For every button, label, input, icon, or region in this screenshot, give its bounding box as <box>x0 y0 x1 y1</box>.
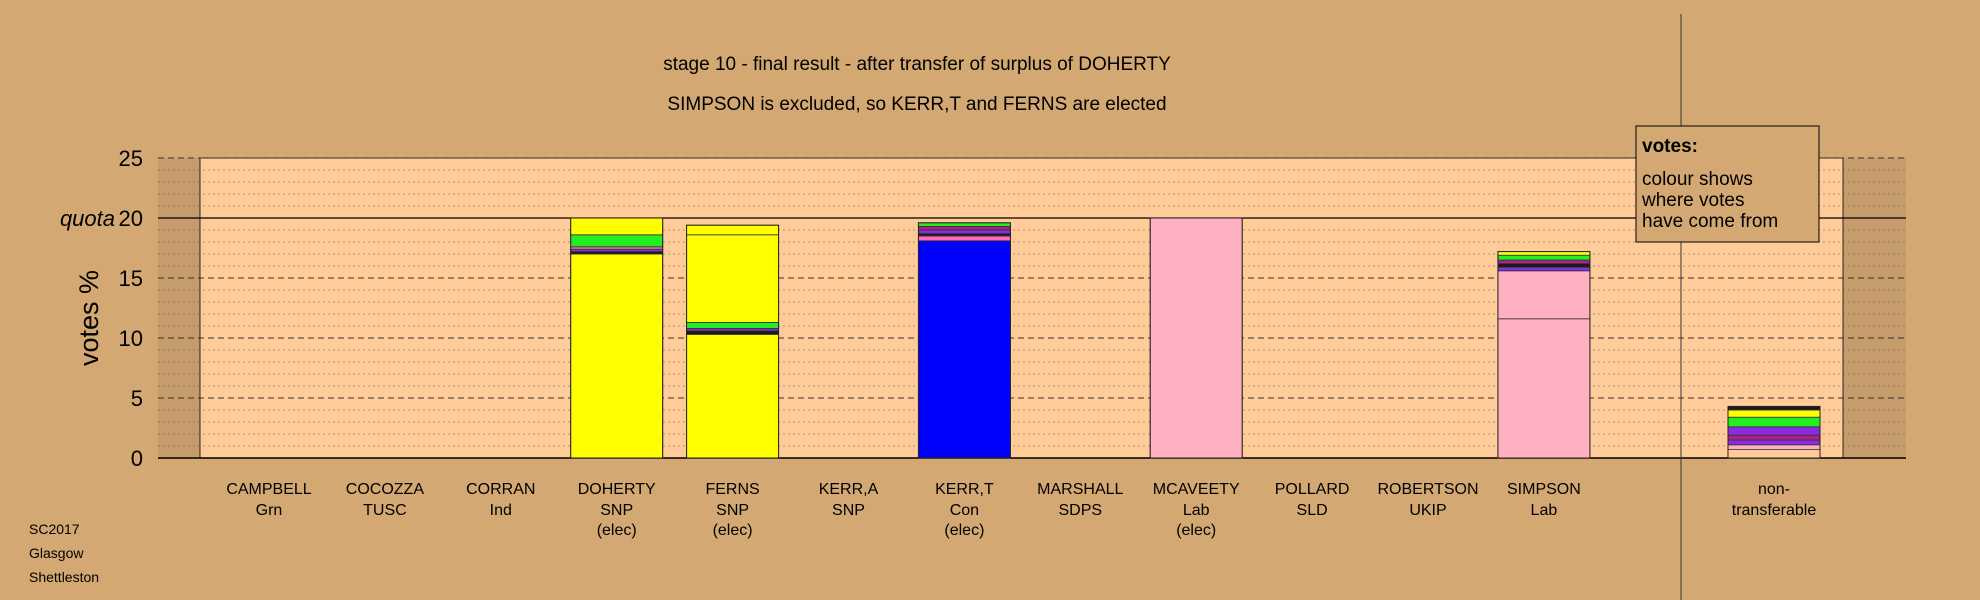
x-label-party: Ind <box>490 502 512 519</box>
legend-title: votes: <box>1642 136 1698 157</box>
bar-simpson-segment <box>1497 251 1591 256</box>
caption-line-1: SC2017 <box>29 521 80 537</box>
legend: votes: colour shows where votes have com… <box>1635 125 1820 243</box>
bar-nontransferable-segment <box>1727 439 1821 446</box>
caption-line-2: Glasgow <box>29 545 84 561</box>
bar-nontransferable-segment <box>1727 426 1821 436</box>
bar-simpson-segment <box>1497 263 1591 268</box>
x-label-name: SIMPSON <box>1507 481 1581 498</box>
x-label-party: UKIP <box>1409 502 1446 519</box>
x-label-name: POLLARD <box>1275 481 1350 498</box>
x-label-nontransferable: non- <box>1758 481 1790 498</box>
y-tick-label: 5 <box>131 386 143 411</box>
x-label-name: COCOZZA <box>346 481 425 498</box>
bar-ferns-segment <box>686 234 779 323</box>
x-label-party: SLD <box>1297 502 1328 519</box>
bar-mcaveety-segment <box>1149 217 1243 459</box>
x-label-name: KERR,A <box>819 481 879 498</box>
bar-nontransferable-outline <box>1727 405 1821 459</box>
x-label-party: Grn <box>256 502 283 519</box>
y-tick-label-quota: quota <box>60 206 115 231</box>
y-tick-label: 20 <box>119 206 143 231</box>
bar-doherty-segment <box>570 234 664 248</box>
bar-ferns-segment <box>686 224 779 236</box>
bar-simpson-segment <box>1497 318 1591 459</box>
y-tick-label: 0 <box>131 446 143 471</box>
bar-nontransferable-segment <box>1727 416 1821 428</box>
x-label-party: SNP <box>832 502 865 519</box>
bar-mcaveety-outline <box>1149 217 1243 459</box>
x-label-nontransferable: transferable <box>1732 502 1817 519</box>
bar-kerrt-segment <box>918 225 1011 231</box>
x-label-party: Con <box>950 502 979 519</box>
x-label-name: CAMPBELL <box>226 481 311 498</box>
bars <box>570 217 1821 459</box>
x-label-status: (elec) <box>597 522 637 539</box>
bar-nontransferable-segment <box>1727 409 1821 418</box>
x-label-name: CORRAN <box>466 481 535 498</box>
bar-ferns-segment <box>686 330 779 335</box>
y-tick-label: 25 <box>119 146 143 171</box>
bar-simpson-outline <box>1497 251 1591 459</box>
bar-nontransferable-segment <box>1727 444 1821 450</box>
x-label-party: TUSC <box>363 502 407 519</box>
legend-box <box>1635 125 1820 243</box>
bar-simpson-segment <box>1497 259 1591 264</box>
bar-nontransferable-segment <box>1727 449 1821 459</box>
bar-kerrt-segment <box>918 222 1011 227</box>
legend-line-1: colour shows <box>1642 169 1753 190</box>
bar-doherty-segment <box>570 217 664 236</box>
bar-simpson-segment <box>1497 266 1591 272</box>
x-label-party: SDPS <box>1059 502 1103 519</box>
chart-title: stage 10 - final result - after transfer… <box>663 54 1171 75</box>
y-tick-label: 15 <box>119 266 143 291</box>
bar-ferns-outline <box>686 224 780 459</box>
bar-doherty-segment <box>570 253 664 459</box>
bar-ferns-segment <box>686 321 779 329</box>
bar-doherty-outline <box>570 217 664 459</box>
bar-kerrt-outline <box>917 222 1011 459</box>
x-label-name: DOHERTY <box>578 481 656 498</box>
legend-line-2: where votes <box>1641 190 1744 211</box>
caption-line-3: Shettleston <box>29 569 100 585</box>
bar-ferns-segment <box>686 333 779 459</box>
legend-line-3: have come from <box>1642 211 1778 232</box>
x-label-name: FERNS <box>705 481 759 498</box>
y-axis-label: votes % <box>74 270 104 366</box>
bar-simpson-segment <box>1497 254 1591 261</box>
bar-kerrt-segment <box>918 240 1011 459</box>
y-tick-label: 10 <box>119 326 143 351</box>
x-label-party: SNP <box>716 502 749 519</box>
x-label-name: MCAVEETY <box>1153 481 1240 498</box>
chart-subtitle: SIMPSON is excluded, so KERR,T and FERNS… <box>667 94 1166 115</box>
x-label-status: (elec) <box>944 522 984 539</box>
x-label-party: Lab <box>1531 502 1558 519</box>
x-label-status: (elec) <box>713 522 753 539</box>
bar-nontransferable-segment <box>1727 434 1821 441</box>
x-label-name: ROBERTSON <box>1377 481 1478 498</box>
labels: 0 5 10 15 quota 20 25 CAMPBELL Grn COCOZZA TUSC COR… <box>60 146 1816 539</box>
bar-kerrt-segment <box>918 235 1011 242</box>
x-label-party: Lab <box>1183 502 1210 519</box>
x-label-party: SNP <box>600 502 633 519</box>
bar-nontransferable-segment <box>1727 405 1821 411</box>
x-label-name: MARSHALL <box>1037 481 1123 498</box>
x-label-name: KERR,T <box>935 481 994 498</box>
bar-kerrt-segment <box>918 229 1011 234</box>
bar-simpson-segment <box>1497 270 1591 320</box>
plot-area <box>199 157 1844 459</box>
x-label-status: (elec) <box>1176 522 1216 539</box>
